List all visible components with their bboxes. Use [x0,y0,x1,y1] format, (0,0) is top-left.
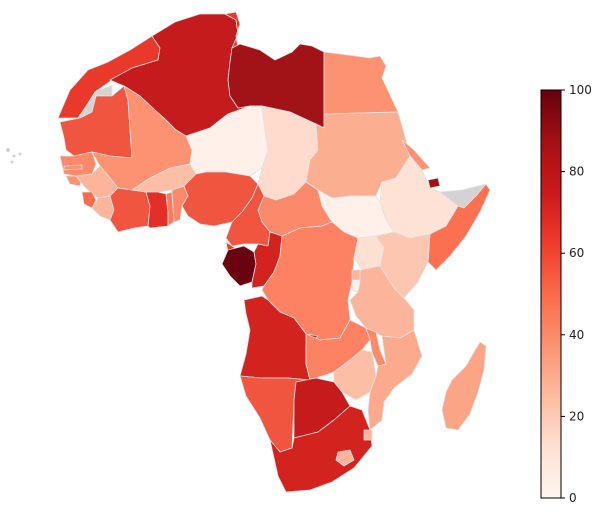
country-mozambique[interactable] [367,329,423,431]
country-south-africa[interactable] [269,405,373,493]
country-ghana[interactable] [145,191,169,229]
country-madagascar[interactable] [441,341,487,431]
colorbar-gradient [540,89,562,499]
country-kenya[interactable] [375,231,431,299]
country-eswatini[interactable] [363,429,373,441]
country-cape-verde[interactable] [6,148,22,164]
country-eritrea[interactable] [401,139,431,171]
country-namibia[interactable] [239,375,311,453]
country-senegal[interactable] [59,151,97,177]
colorbar-tick-label: 20 [569,409,584,423]
country-gabon[interactable] [221,245,257,287]
country-togo[interactable] [165,191,175,227]
country-gambia[interactable] [63,164,83,171]
country-lesotho[interactable] [335,449,355,467]
country-djibouti[interactable] [427,177,441,189]
country-egypt[interactable] [323,51,399,115]
colorbar: 0 20 40 60 80 100 [540,83,592,505]
colorbar-ticks: 0 20 40 60 80 100 [561,83,592,505]
colorbar-tick-label: 0 [569,491,577,505]
country-cameroon[interactable] [225,183,271,247]
country-sudan[interactable] [305,111,411,199]
colorbar-tick-label: 80 [569,165,584,179]
colorbar-tick-label: 40 [569,328,584,342]
country-cote-divoire[interactable] [109,187,151,233]
countries [6,11,491,493]
colorbar-tick-label: 100 [569,83,592,97]
colorbar-tick-label: 60 [569,246,584,260]
